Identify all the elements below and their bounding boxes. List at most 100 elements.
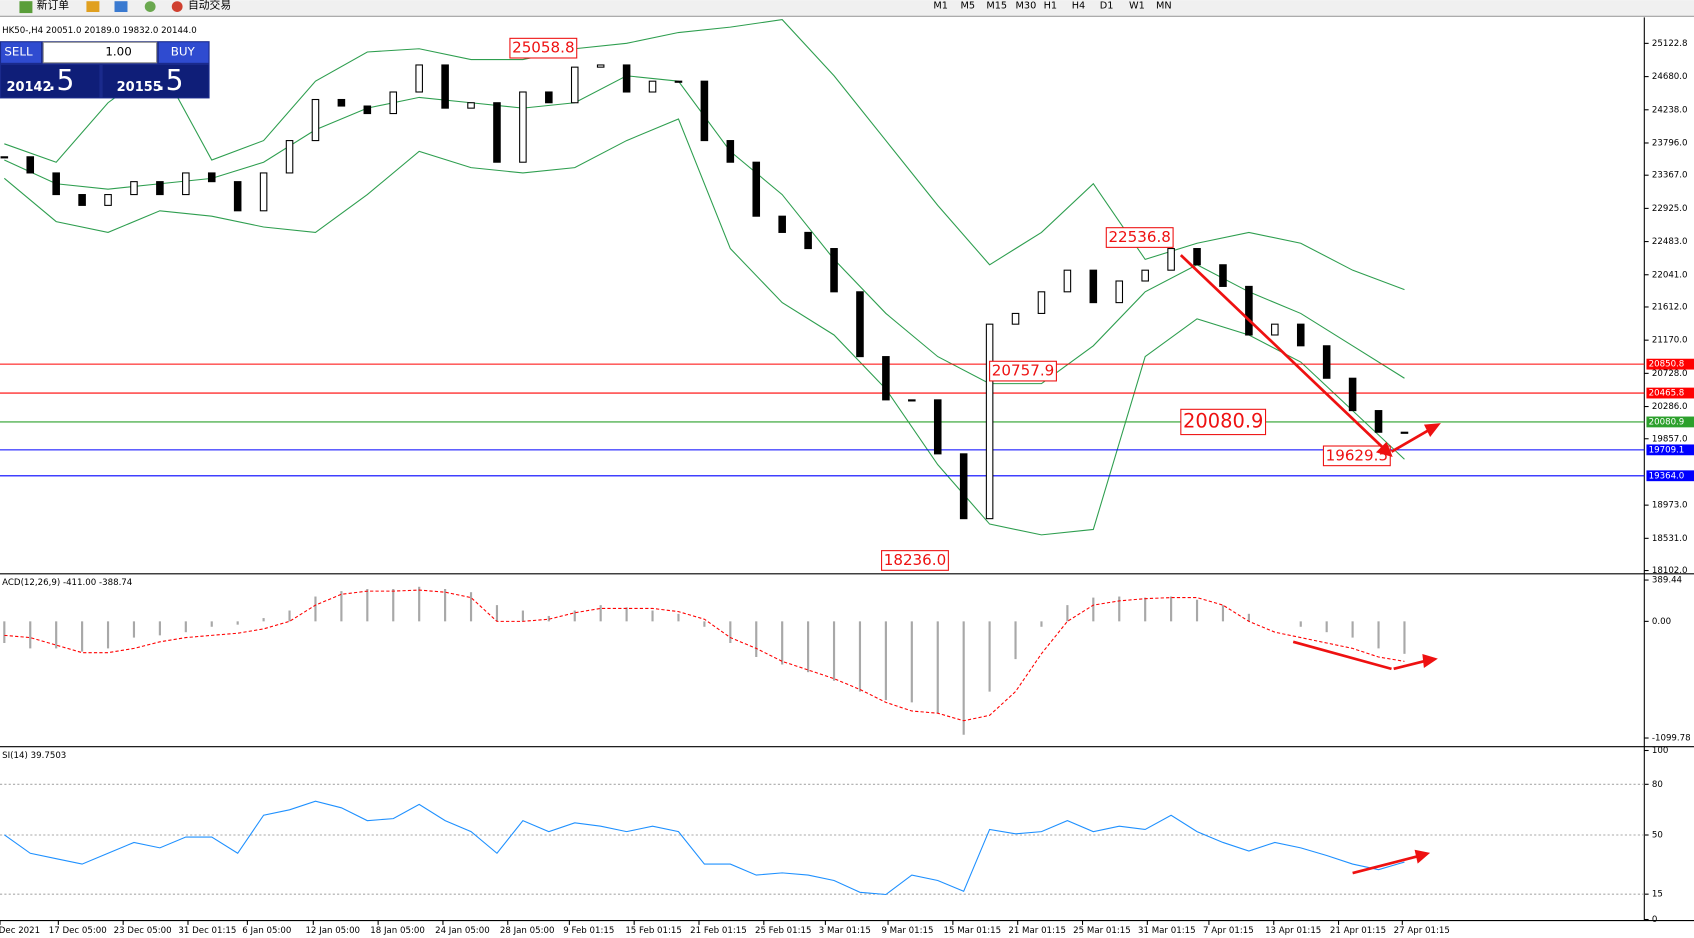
auto-trading-button[interactable]: 自动交易 — [188, 0, 231, 12]
y-tick-label: 24238.0 — [1652, 105, 1688, 115]
ask-box[interactable] — [102, 64, 209, 98]
x-tick-label: 31 Mar 01:15 — [1138, 926, 1196, 936]
plot-area: HK50-,H4 20051.0 20189.0 19832.0 20144.0… — [0, 17, 1694, 936]
candle-body — [493, 102, 501, 163]
candle-body — [78, 194, 86, 206]
y-tick-label: 23367.0 — [1652, 171, 1688, 181]
bid-price[interactable]: 20142 — [6, 80, 51, 95]
bid-price-pips[interactable]: .5 — [48, 64, 75, 97]
candle-body — [622, 64, 631, 93]
new-order-icon[interactable] — [19, 1, 33, 14]
price-annotation-box — [1105, 227, 1174, 248]
candle-body — [1296, 323, 1305, 347]
candle-body — [1141, 269, 1149, 282]
candle-body — [545, 91, 553, 104]
price-annotation: 22536.8 — [1108, 228, 1170, 246]
candle-body — [52, 172, 60, 196]
timeframe-button[interactable]: M15 — [986, 1, 1007, 12]
trend-arrow — [1179, 254, 1388, 452]
new-order-button[interactable]: 新订单 — [37, 0, 70, 12]
toolbar-icon[interactable] — [144, 1, 156, 13]
trend-arrow — [1352, 854, 1420, 875]
candle-body — [441, 64, 449, 109]
timeframe-button[interactable]: M5 — [960, 1, 975, 12]
indicator-title: ACD(12,26,9) -411.00 -388.74 — [2, 578, 132, 588]
trend-arrow — [1292, 640, 1392, 671]
price-level-label: 20465.8 — [1649, 389, 1685, 399]
arrow-head — [1422, 654, 1438, 668]
x-tick-label: 9 Feb 01:15 — [563, 926, 614, 936]
candle-body — [1193, 248, 1201, 266]
x-tick-label: 21 Feb 01:15 — [690, 926, 747, 936]
y-tick-label: 18973.0 — [1652, 501, 1688, 511]
price-level-label: 20080.9 — [1649, 417, 1685, 427]
y-tick-label: 18531.0 — [1652, 534, 1688, 544]
candle-body — [1322, 345, 1331, 379]
x-tick-label: 15 Mar 01:15 — [944, 926, 1002, 936]
candle-body — [985, 323, 994, 520]
candle-body — [519, 91, 527, 163]
sell-button[interactable] — [1, 42, 42, 63]
ask-price[interactable]: 20155 — [117, 80, 162, 95]
timeframe-button[interactable]: M30 — [1016, 1, 1037, 12]
candle-body — [415, 64, 423, 93]
candle-body — [467, 102, 475, 109]
price-annotation: 25058.8 — [512, 39, 574, 57]
buy-button[interactable] — [158, 42, 209, 63]
candle-body — [674, 80, 683, 83]
x-tick-label: 12 Jan 05:00 — [305, 926, 360, 936]
y-tick-label: 23796.0 — [1652, 138, 1688, 148]
price-annotation: 18236.0 — [884, 551, 946, 569]
candle-body — [570, 66, 579, 104]
toolbar-icon[interactable] — [114, 1, 128, 13]
y-tick-label: 80 — [1652, 780, 1663, 790]
y-tick-label: 21170.0 — [1652, 336, 1688, 346]
candle-body — [0, 156, 9, 159]
timeframe-button[interactable]: H4 — [1072, 1, 1086, 12]
y-tick-label: 100 — [1652, 746, 1668, 756]
x-tick-label: 28 Jan 05:00 — [500, 926, 555, 936]
timeframe-button[interactable]: H1 — [1044, 1, 1058, 12]
candle-body — [856, 291, 864, 358]
timeframe-button[interactable]: M1 — [933, 1, 948, 12]
timeframe-button[interactable]: MN — [1156, 1, 1172, 12]
timeframe-button[interactable]: W1 — [1129, 1, 1145, 12]
candle-body — [1400, 431, 1409, 434]
x-tick-label: 6 Jan 05:00 — [242, 926, 291, 936]
y-tick-label: 50 — [1652, 831, 1663, 841]
y-tick-label: 21612.0 — [1652, 302, 1688, 312]
ask-price-pips[interactable]: .5 — [157, 64, 184, 97]
candle-body — [1037, 291, 1046, 314]
y-tick-label: -1099.78 — [1652, 734, 1691, 744]
candle-body — [700, 80, 709, 142]
x-tick-label: 25 Mar 01:15 — [1073, 926, 1131, 936]
auto-trading-icon[interactable] — [171, 1, 183, 13]
candle-body — [156, 181, 164, 196]
sell-label[interactable]: SELL — [4, 44, 33, 58]
indicator-title: SI(14) 39.7503 — [2, 751, 66, 761]
candle-body — [207, 172, 216, 183]
price-level-label: 20850.8 — [1649, 360, 1685, 370]
buy-label[interactable]: BUY — [171, 44, 196, 58]
candle-body — [882, 356, 890, 401]
timeframe-button[interactable]: D1 — [1100, 1, 1114, 12]
bid-box[interactable] — [1, 64, 100, 98]
candle-body — [311, 98, 320, 142]
rsi-line — [4, 800, 1405, 896]
x-tick-label: 3 Mar 01:15 — [819, 926, 871, 936]
price-level-tag — [1646, 444, 1694, 456]
price-level-tag — [1646, 387, 1694, 399]
trend-arrow — [1390, 426, 1434, 453]
candle-body — [1063, 269, 1072, 293]
price-annotation-box — [989, 360, 1057, 382]
price-annotation-box — [881, 550, 949, 571]
toolbar-icon[interactable] — [86, 1, 100, 13]
lot-value[interactable]: 1.00 — [105, 44, 131, 58]
price-level-tag — [1646, 416, 1694, 428]
x-tick-label: 21 Apr 01:15 — [1330, 926, 1386, 936]
x-tick-label: 27 Apr 01:15 — [1394, 926, 1450, 936]
price-annotation: 20757.9 — [992, 362, 1054, 380]
lot-input[interactable] — [42, 41, 158, 64]
x-tick-label: 21 Mar 01:15 — [1008, 926, 1066, 936]
